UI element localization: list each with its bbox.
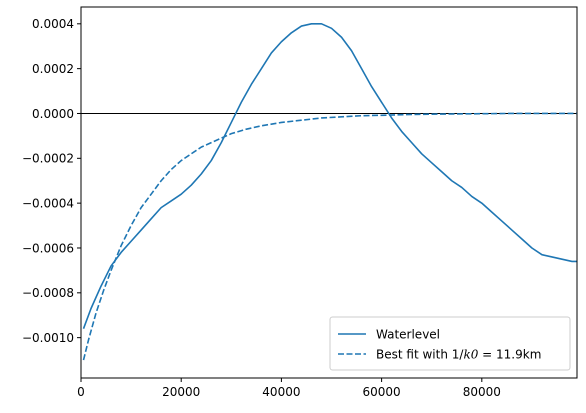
legend: Waterlevel Best fit with 1/k0 = 11.9km — [329, 316, 571, 371]
legend-label-best-fit: Best fit with 1/k0 = 11.9km — [376, 347, 541, 361]
plot-frame — [80, 6, 578, 379]
y-tick-label: −0.0004 — [22, 196, 74, 210]
y-tick-label: 0.0002 — [32, 62, 74, 76]
y-tick-label: 0.0004 — [32, 17, 74, 31]
x-tick-label: 80000 — [463, 385, 501, 399]
x-tick-label: 20000 — [162, 385, 200, 399]
y-tick-label: −0.0002 — [22, 152, 74, 166]
series-line-waterlevel — [82, 23, 577, 329]
x-tick-label: 60000 — [363, 385, 401, 399]
plot-area — [81, 23, 577, 361]
y-tick-label: −0.0010 — [22, 331, 74, 345]
y-tick-label: −0.0006 — [22, 241, 74, 255]
y-tick-label: 0.0000 — [32, 107, 74, 121]
x-tick-label: 0 — [77, 385, 85, 399]
axes: 0 20000 40000 60000 80000 0.0004 0.0002 0.0000 −… — [22, 6, 578, 399]
legend-box — [329, 316, 571, 371]
y-tick-label: −0.0008 — [22, 286, 74, 300]
series-line-best-fit — [82, 112, 577, 361]
legend-label-waterlevel: Waterlevel — [376, 327, 440, 341]
x-tick-label: 40000 — [262, 385, 300, 399]
